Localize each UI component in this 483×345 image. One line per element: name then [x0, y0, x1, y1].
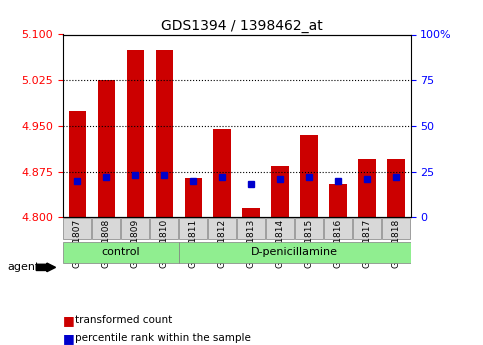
- Bar: [295, 218, 323, 239]
- Text: control: control: [101, 247, 140, 257]
- Text: ■: ■: [63, 332, 74, 345]
- Bar: [300, 135, 318, 217]
- Text: agent: agent: [7, 263, 40, 272]
- Bar: [266, 218, 294, 239]
- Bar: [179, 241, 411, 263]
- Text: GSM61812: GSM61812: [218, 219, 227, 268]
- Bar: [69, 111, 86, 217]
- Text: GSM61810: GSM61810: [160, 219, 169, 268]
- Bar: [271, 166, 289, 217]
- Bar: [208, 218, 236, 239]
- FancyArrow shape: [36, 263, 56, 272]
- Text: ■: ■: [63, 314, 74, 327]
- Text: transformed count: transformed count: [75, 315, 172, 325]
- Text: GSM61807: GSM61807: [73, 219, 82, 268]
- Bar: [63, 241, 179, 263]
- Bar: [329, 184, 347, 217]
- Bar: [242, 208, 260, 217]
- Text: GSM61816: GSM61816: [334, 219, 342, 268]
- Bar: [179, 218, 207, 239]
- Text: percentile rank within the sample: percentile rank within the sample: [75, 333, 251, 343]
- Bar: [387, 159, 405, 217]
- Bar: [92, 218, 120, 239]
- Text: GSM61813: GSM61813: [247, 219, 256, 268]
- Bar: [121, 218, 149, 239]
- Text: GSM61809: GSM61809: [131, 219, 140, 268]
- Text: GSM61814: GSM61814: [276, 219, 284, 268]
- Bar: [237, 218, 265, 239]
- Bar: [63, 218, 91, 239]
- Bar: [358, 159, 376, 217]
- Bar: [324, 218, 352, 239]
- Text: D-penicillamine: D-penicillamine: [251, 247, 338, 257]
- Bar: [213, 129, 231, 217]
- Text: GSM61818: GSM61818: [392, 219, 400, 268]
- Text: GSM61817: GSM61817: [363, 219, 371, 268]
- Bar: [156, 50, 173, 217]
- Bar: [185, 178, 202, 217]
- Bar: [98, 80, 115, 217]
- Bar: [353, 218, 381, 239]
- Text: GDS1394 / 1398462_at: GDS1394 / 1398462_at: [161, 19, 322, 33]
- Bar: [150, 218, 178, 239]
- Text: GSM61808: GSM61808: [102, 219, 111, 268]
- Bar: [382, 218, 410, 239]
- Text: GSM61811: GSM61811: [189, 219, 198, 268]
- Text: GSM61815: GSM61815: [305, 219, 313, 268]
- Bar: [127, 50, 144, 217]
